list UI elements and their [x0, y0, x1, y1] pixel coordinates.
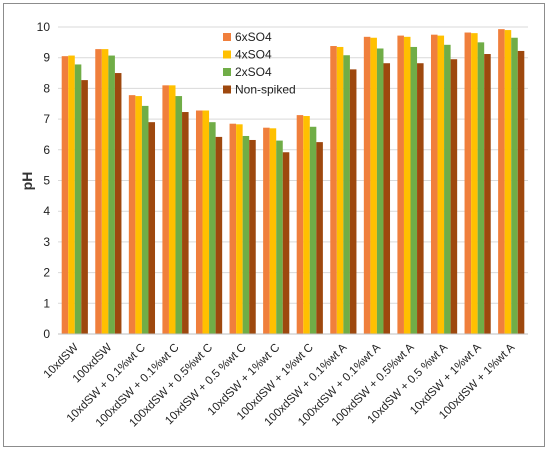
bar-non-spiked [316, 142, 323, 334]
bar-4xso4 [101, 49, 109, 334]
bar-6xso4 [330, 46, 337, 335]
y-tick-label: 10 [37, 20, 51, 34]
legend-swatch [223, 33, 231, 41]
bar-4xso4 [504, 30, 512, 334]
y-tick-label: 1 [43, 296, 50, 310]
y-tick-label: 7 [43, 112, 50, 126]
bar-4xso4 [471, 33, 478, 334]
bar-6xso4 [61, 56, 69, 334]
bar-4xso4 [68, 55, 75, 335]
legend-swatch [223, 50, 231, 59]
bar-non-spiked [450, 59, 458, 335]
legend-label: 2xSO4 [235, 65, 272, 79]
bar-6xso4 [397, 35, 404, 334]
bar-non-spiked [249, 139, 256, 334]
bar-4xso4 [269, 128, 277, 334]
legend-label: 6xSO4 [235, 30, 272, 44]
bar-non-spiked [282, 152, 290, 334]
bar-4xso4 [168, 85, 176, 334]
bar-6xso4 [296, 115, 304, 334]
y-tick-label: 8 [43, 81, 50, 95]
bar-4xso4 [403, 36, 411, 334]
bar-6xso4 [263, 127, 270, 334]
bar-2xso4 [276, 140, 283, 334]
bar-non-spiked [517, 50, 525, 335]
legend: 6xSO4 4xSO4 2xSO4 Non-spiked [223, 30, 296, 97]
y-tick-labels: 0 1 2 3 4 5 6 7 8 9 10 [37, 20, 51, 341]
bar-2xso4 [74, 64, 82, 334]
gridlines [58, 26, 528, 304]
bar-4xso4 [135, 96, 142, 334]
y-tick-label: 2 [43, 266, 50, 280]
bar-6xso4 [363, 36, 371, 334]
bar-2xso4 [108, 55, 115, 335]
y-tick-label: 9 [43, 51, 50, 65]
bar-6xso4 [229, 123, 237, 334]
legend-swatch [223, 68, 231, 76]
bar-2xso4 [477, 42, 485, 334]
bar-2xso4 [209, 122, 216, 334]
y-tick-label: 0 [43, 327, 50, 341]
y-tick-label: 3 [43, 235, 50, 249]
legend-label: 4xSO4 [235, 48, 272, 62]
bar-non-spiked [349, 69, 357, 334]
legend-swatch [223, 85, 231, 94]
bar-4xso4 [370, 37, 377, 335]
bar-non-spiked [81, 80, 88, 335]
bar-6xso4 [430, 34, 438, 335]
bar-6xso4 [195, 110, 203, 334]
bar-6xso4 [128, 95, 136, 335]
bar-4xso4 [202, 110, 210, 334]
bar-non-spiked [383, 63, 391, 334]
bar-2xso4 [141, 105, 149, 334]
bar-non-spiked [114, 73, 122, 335]
bar-non-spiked [182, 112, 189, 334]
bar-non-spiked [148, 122, 156, 334]
bar-4xso4 [303, 116, 310, 334]
bar-6xso4 [95, 49, 102, 334]
bar-2xso4 [309, 126, 317, 335]
bar-2xso4 [175, 96, 183, 334]
y-tick-label: 5 [43, 174, 50, 188]
bar-6xso4 [464, 32, 472, 334]
bar-4xso4 [236, 124, 243, 334]
bar-4xso4 [336, 46, 344, 334]
bars [61, 29, 525, 335]
bar-6xso4 [162, 85, 169, 334]
legend-label: Non-spiked [235, 83, 296, 97]
y-tick-label: 6 [43, 143, 50, 157]
bar-2xso4 [376, 48, 384, 335]
bar-2xso4 [410, 46, 418, 334]
bar-2xso4 [242, 135, 250, 334]
bar-non-spiked [417, 63, 424, 334]
bar-2xso4 [444, 44, 451, 334]
bar-6xso4 [498, 29, 505, 335]
bar-2xso4 [343, 55, 350, 335]
y-tick-label: 4 [43, 204, 50, 218]
y-axis-title: pH [19, 172, 35, 191]
bar-non-spiked [484, 54, 491, 335]
bar-2xso4 [511, 37, 518, 335]
bar-4xso4 [437, 35, 445, 334]
bar-non-spiked [215, 136, 223, 334]
